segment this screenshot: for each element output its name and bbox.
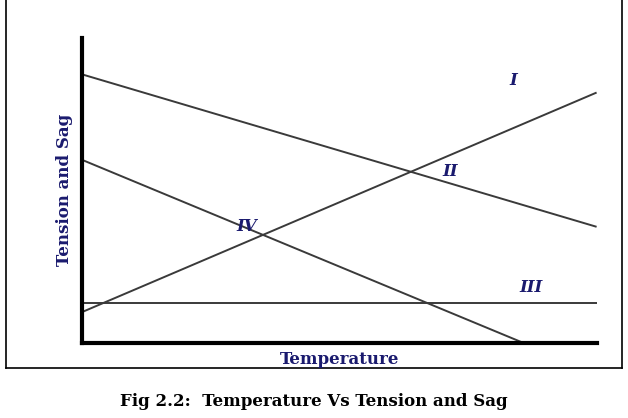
Text: I: I xyxy=(509,72,517,89)
Text: III: III xyxy=(519,279,543,296)
Text: II: II xyxy=(442,163,458,181)
Text: IV: IV xyxy=(236,218,257,235)
X-axis label: Temperature: Temperature xyxy=(279,351,399,368)
Text: Fig 2.2:  Temperature Vs Tension and Sag: Fig 2.2: Temperature Vs Tension and Sag xyxy=(120,393,508,410)
Y-axis label: Tension and Sag: Tension and Sag xyxy=(57,114,73,266)
